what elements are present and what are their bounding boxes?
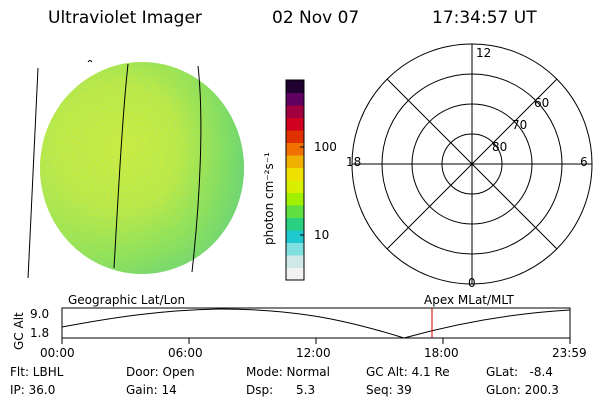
time-tick-1800: 18:00 <box>424 346 459 360</box>
apex-label: Apex MLat/MLT <box>424 293 514 307</box>
color-bar-segment <box>286 117 304 131</box>
color-bar-segment <box>286 80 304 93</box>
color-bar-segment <box>286 217 304 231</box>
status-dsp: Dsp: 5.3 <box>246 383 316 397</box>
polar-label-0: 0 <box>468 276 476 290</box>
altitude-plot <box>61 307 571 344</box>
time-tick-2359: 23:59 <box>552 346 587 360</box>
time-tick-1200: 12:00 <box>296 346 331 360</box>
status-glat: GLat: -8.4 <box>486 365 553 379</box>
polar-ring-70: 70 <box>512 118 528 132</box>
date-label: 02 Nov 07 <box>272 8 360 28</box>
longitude-lines <box>27 60 202 279</box>
color-bar-segment <box>286 180 304 193</box>
color-bar-frame <box>285 79 305 281</box>
altitude-curve <box>61 308 571 339</box>
status-door: Door: Open <box>126 365 195 379</box>
status-filter: Flt: LBHL <box>10 365 64 379</box>
colorbar-unit-label: photon cm⁻²s⁻¹ <box>262 152 276 245</box>
polar-label-12: 12 <box>476 46 492 60</box>
color-bar-segment <box>286 92 304 106</box>
color-bar-segment <box>286 155 304 168</box>
time-tick-0000: 00:00 <box>40 346 75 360</box>
gc-alt-axis-label: GC Alt <box>12 312 26 350</box>
earth-image <box>40 62 244 274</box>
time-label: 17:34:57 UT <box>432 8 537 28</box>
color-bar-segment <box>286 255 304 268</box>
status-ip: IP: 36.0 <box>10 383 56 397</box>
color-bar-segment <box>286 105 304 118</box>
status-seq: Seq: 39 <box>366 383 412 397</box>
alt-tick-9: 9.0 <box>30 307 50 321</box>
status-mode: Mode: Normal <box>246 365 330 379</box>
instrument-title: Ultraviolet Imager <box>48 8 202 28</box>
color-bar <box>286 80 304 281</box>
colorbar-label-10: 10 <box>314 228 330 242</box>
color-bar-segment <box>286 230 304 243</box>
color-bar-segment <box>286 267 304 281</box>
color-bar-segment <box>286 205 304 218</box>
time-tick-0600: 06:00 <box>168 346 203 360</box>
color-bar-segment <box>286 192 304 206</box>
polar-plot <box>351 43 593 285</box>
polar-ring-60: 60 <box>534 96 550 110</box>
alt-tick-1-8: 1.8 <box>30 326 50 340</box>
status-gc-alt: GC Alt: 4.1 Re <box>366 365 450 379</box>
color-bar-segment <box>286 242 304 256</box>
geographic-label: Geographic Lat/Lon <box>68 293 186 307</box>
status-gain: Gain: 14 <box>126 383 177 397</box>
status-glon: GLon: 200.3 <box>486 383 559 397</box>
color-bar-segment <box>286 142 304 156</box>
color-bar-segment <box>286 167 304 181</box>
color-bar-segment <box>286 130 304 143</box>
polar-label-6: 6 <box>580 155 588 169</box>
polar-label-18: 18 <box>346 155 362 169</box>
polar-ring-80: 80 <box>492 140 508 154</box>
colorbar-label-100: 100 <box>314 140 337 154</box>
